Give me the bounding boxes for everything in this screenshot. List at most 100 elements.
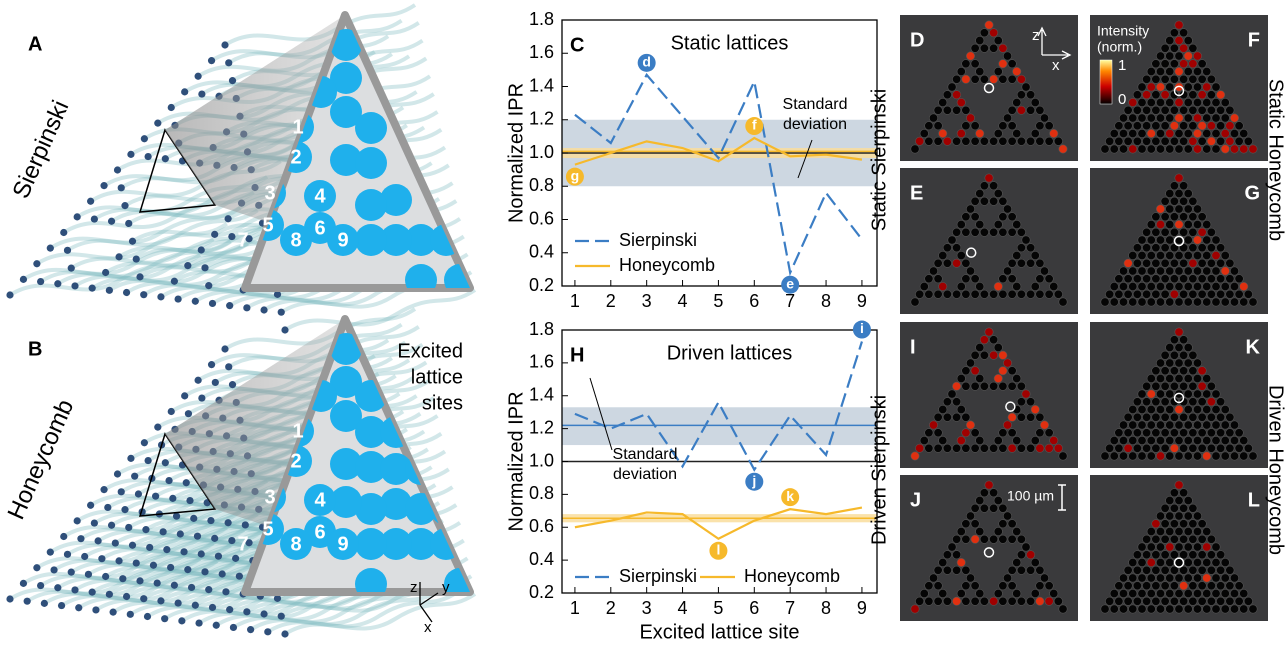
site (1147, 129, 1155, 137)
site (1105, 444, 1113, 452)
site (980, 75, 988, 83)
site (1152, 429, 1160, 437)
site (1235, 275, 1243, 283)
site (1184, 205, 1192, 213)
site (1212, 543, 1220, 551)
site (1026, 566, 1034, 574)
site-number: 4 (314, 185, 326, 207)
site (1193, 129, 1201, 137)
site (1133, 122, 1141, 130)
site (1119, 129, 1127, 137)
site (1031, 558, 1039, 566)
site (1124, 122, 1132, 130)
site (1193, 543, 1201, 551)
site (1207, 566, 1215, 574)
site (1198, 228, 1206, 236)
site (1221, 574, 1229, 582)
site (1170, 75, 1178, 83)
site (1212, 83, 1220, 91)
site (71, 282, 78, 289)
site (1179, 197, 1187, 205)
image-panel: I (900, 322, 1078, 468)
site (934, 137, 942, 145)
site (1161, 551, 1169, 559)
site (1203, 374, 1211, 382)
image-panel: G (1090, 168, 1268, 314)
site (1156, 574, 1164, 582)
axis-letter: z (410, 579, 418, 596)
site (989, 182, 997, 190)
site (1147, 282, 1155, 290)
site (264, 628, 271, 635)
site (1133, 91, 1141, 99)
site (1175, 481, 1183, 489)
site (920, 282, 928, 290)
site (962, 60, 970, 68)
site (125, 524, 132, 531)
site (1184, 574, 1192, 582)
site (198, 90, 205, 97)
site (994, 436, 1002, 444)
site (208, 57, 215, 64)
site (1230, 129, 1238, 137)
site (1008, 213, 1016, 221)
site (1129, 421, 1137, 429)
site (209, 300, 216, 307)
site (1212, 282, 1220, 290)
site (1156, 145, 1164, 153)
site (207, 517, 214, 524)
site (1216, 551, 1224, 559)
site (989, 504, 997, 512)
site (1152, 582, 1160, 590)
site (1198, 535, 1206, 543)
site (971, 382, 979, 390)
site (989, 75, 997, 83)
site (1175, 543, 1183, 551)
site (957, 558, 965, 566)
site (136, 273, 143, 280)
site (1235, 444, 1243, 452)
site (980, 44, 988, 52)
site (1179, 336, 1187, 344)
site (1142, 597, 1150, 605)
site (1156, 421, 1164, 429)
site (1193, 527, 1201, 535)
site (1129, 282, 1137, 290)
site-number: 6 (314, 217, 325, 239)
site (129, 238, 136, 245)
site (1156, 298, 1164, 306)
site (1193, 282, 1201, 290)
site (952, 551, 960, 559)
site (1175, 512, 1183, 520)
site (1156, 436, 1164, 444)
x-tick-label: 7 (785, 598, 795, 618)
site (228, 537, 235, 544)
site (1221, 129, 1229, 137)
site (1013, 129, 1021, 137)
site (1226, 566, 1234, 574)
site (225, 215, 232, 222)
site (952, 75, 960, 83)
site-number: 9 (337, 229, 348, 251)
site (1212, 574, 1220, 582)
site (1054, 444, 1062, 452)
site (114, 470, 121, 477)
site (1022, 543, 1030, 551)
lattice-illustration: 123456789 (6, 5, 476, 334)
site (925, 290, 933, 298)
site (1184, 359, 1192, 367)
y-tick-label: 0.4 (529, 242, 554, 262)
site (985, 21, 993, 29)
site-number: 4 (314, 489, 326, 511)
site (1189, 137, 1197, 145)
site (1193, 558, 1201, 566)
site (1179, 535, 1187, 543)
site (168, 104, 175, 111)
site (1026, 444, 1034, 452)
site (1179, 520, 1187, 528)
site (1166, 251, 1174, 259)
site (1175, 251, 1183, 259)
site (1212, 236, 1220, 244)
site (971, 197, 979, 205)
